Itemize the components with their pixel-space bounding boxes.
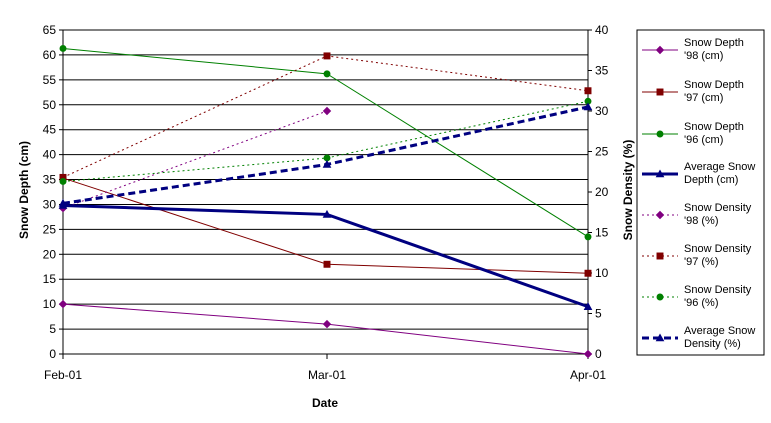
y2-tick-label: 20 xyxy=(595,185,609,199)
data-point-marker xyxy=(59,44,67,52)
y-tick-label: 25 xyxy=(43,222,57,236)
data-point-marker xyxy=(656,130,664,138)
data-point-marker xyxy=(584,233,592,241)
y-tick-label: 0 xyxy=(49,347,56,361)
y2-tick-label: 15 xyxy=(595,226,609,240)
data-point-marker xyxy=(323,260,331,268)
x-tick-label: Apr-01 xyxy=(570,368,606,382)
y2-tick-label: 35 xyxy=(595,64,609,78)
legend-label: Density (%) xyxy=(684,338,741,350)
legend-item: Snow Depth'97 (cm) xyxy=(642,79,744,104)
data-point-marker xyxy=(656,293,664,301)
y-tick-label: 60 xyxy=(43,48,57,62)
legend-label: '97 (cm) xyxy=(684,92,723,104)
series-layer xyxy=(58,44,593,359)
legend-label: '98 (cm) xyxy=(684,50,723,62)
legend-item: Snow Density'97 (%) xyxy=(642,243,752,268)
y-tick-label: 10 xyxy=(43,297,57,311)
y2-tick-label: 25 xyxy=(595,145,609,159)
y-tick-label: 65 xyxy=(43,23,57,37)
y2-tick-label: 40 xyxy=(595,23,609,37)
legend-label: Depth (cm) xyxy=(684,174,738,186)
data-point-marker xyxy=(58,198,68,207)
y-tick-label: 50 xyxy=(43,98,57,112)
y2-tick-label: 30 xyxy=(595,104,609,118)
data-point-marker xyxy=(655,333,665,342)
x-tick-label: Mar-01 xyxy=(308,368,346,382)
data-point-marker xyxy=(58,299,68,309)
series-3 xyxy=(59,44,592,241)
x-tick-label: Feb-01 xyxy=(44,368,82,382)
axes-layer: 0 5 10 15 20 25 30 35 40 45 50 55 60 65 0 5 10 15 20 25 30 35… xyxy=(43,23,609,382)
data-point-marker xyxy=(583,302,593,310)
legend-label: Snow Depth xyxy=(684,121,744,133)
data-point-marker xyxy=(583,102,593,111)
data-point-marker xyxy=(656,88,664,96)
series-2 xyxy=(59,174,592,277)
legend: Snow Depth'98 (cm)Snow Depth'97 (cm)Snow… xyxy=(636,29,765,356)
legend-label: '97 (%) xyxy=(684,256,719,268)
legend-label: Snow Depth xyxy=(684,37,744,49)
y-tick-label: 40 xyxy=(43,148,57,162)
data-point-marker xyxy=(322,209,332,218)
data-point-marker xyxy=(322,319,332,329)
y2-tick-label: 10 xyxy=(595,266,609,280)
data-point-marker xyxy=(655,210,665,220)
series-5 xyxy=(58,106,332,213)
legend-item: Snow Depth'98 (cm) xyxy=(642,37,744,62)
y-tick-label: 45 xyxy=(43,123,57,137)
legend-box xyxy=(636,29,765,356)
series-6 xyxy=(59,52,592,181)
legend-label: Snow Density xyxy=(684,284,752,296)
legend-label: Snow Density xyxy=(684,202,752,214)
y-tick-label: 30 xyxy=(43,197,57,211)
data-point-marker xyxy=(656,252,664,260)
series-4 xyxy=(58,200,593,310)
data-point-marker xyxy=(584,269,592,277)
data-point-marker xyxy=(655,45,665,55)
y2-axis-title: Snow Density (%) xyxy=(621,140,635,241)
y2-tick-label: 5 xyxy=(595,307,602,321)
legend-item: Snow Density'98 (%) xyxy=(642,202,752,227)
data-point-marker xyxy=(322,106,332,116)
data-point-marker xyxy=(59,177,67,185)
y-tick-label: 35 xyxy=(43,173,57,187)
data-point-marker xyxy=(584,87,592,95)
series-1 xyxy=(58,299,593,359)
legend-label: Snow Depth xyxy=(684,79,744,91)
data-point-marker xyxy=(583,349,593,359)
x-axis-title: Date xyxy=(312,396,338,410)
data-point-marker xyxy=(655,169,665,178)
data-point-marker xyxy=(322,159,332,168)
series-line xyxy=(62,203,589,309)
legend-label: Average Snow xyxy=(684,325,755,337)
legend-item: Snow Depth'96 (cm) xyxy=(642,121,744,146)
y-axis-title: Snow Depth (cm) xyxy=(17,141,31,239)
y-tick-label: 20 xyxy=(43,247,57,261)
legend-label: Snow Density xyxy=(684,243,752,255)
data-point-marker xyxy=(323,52,331,60)
y-tick-label: 55 xyxy=(43,73,57,87)
data-point-marker xyxy=(323,70,331,78)
y-tick-label: 15 xyxy=(43,272,57,286)
y-tick-label: 5 xyxy=(49,322,56,336)
legend-label: Average Snow xyxy=(684,161,755,173)
legend-label: '96 (cm) xyxy=(684,134,723,146)
legend-label: '96 (%) xyxy=(684,297,719,309)
legend-item: Snow Density'96 (%) xyxy=(642,284,752,309)
legend-label: '98 (%) xyxy=(684,215,719,227)
series-8 xyxy=(58,102,593,207)
series-line xyxy=(62,110,328,209)
y2-tick-label: 0 xyxy=(595,347,602,361)
